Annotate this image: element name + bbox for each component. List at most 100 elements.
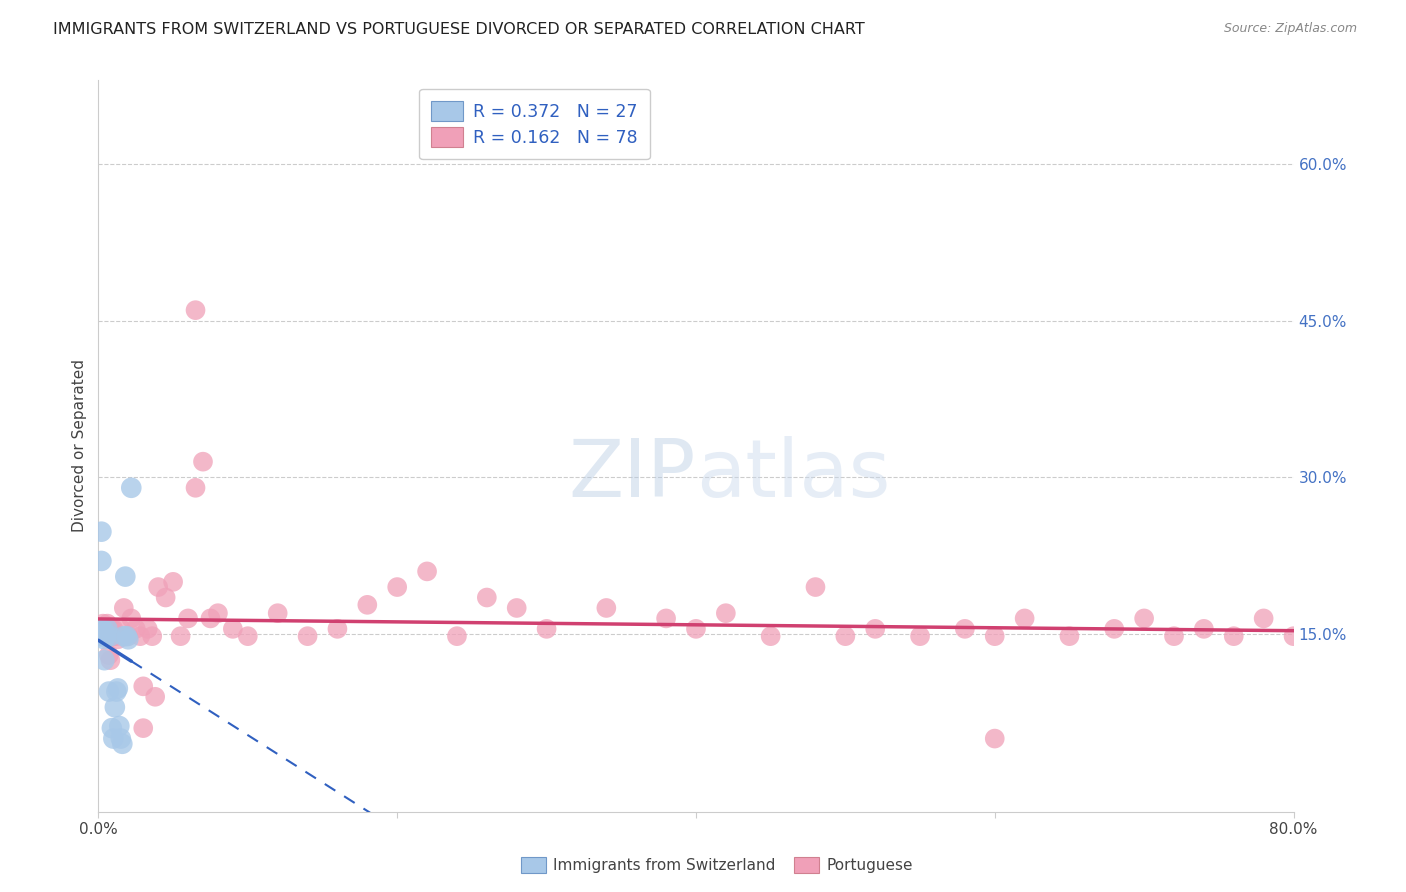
- Point: [136, 622, 159, 636]
- Point: [953, 622, 976, 636]
- Point: [475, 591, 498, 605]
- Point: [105, 684, 128, 698]
- Point: [91, 622, 114, 636]
- Point: [90, 524, 112, 539]
- Point: [89, 629, 111, 643]
- Point: [714, 606, 737, 620]
- Point: [120, 481, 142, 495]
- Point: [91, 622, 114, 636]
- Point: [93, 653, 115, 667]
- Point: [297, 629, 319, 643]
- Point: [115, 629, 138, 643]
- Point: [97, 629, 120, 643]
- Point: [101, 622, 124, 636]
- Point: [90, 622, 112, 636]
- Point: [155, 591, 177, 605]
- Point: [98, 653, 122, 667]
- Point: [908, 629, 931, 643]
- Point: [236, 629, 259, 643]
- Point: [97, 684, 120, 698]
- Point: [326, 622, 349, 636]
- Point: [91, 629, 114, 643]
- Point: [91, 616, 114, 631]
- Point: [200, 611, 222, 625]
- Point: [385, 580, 409, 594]
- Point: [94, 629, 117, 643]
- Point: [267, 606, 290, 620]
- Point: [162, 574, 184, 589]
- Point: [191, 455, 214, 469]
- Point: [101, 629, 124, 643]
- Point: [207, 606, 229, 620]
- Point: [984, 629, 1007, 643]
- Point: [103, 731, 125, 746]
- Point: [865, 622, 887, 636]
- Point: [685, 622, 707, 636]
- Point: [759, 629, 782, 643]
- Point: [804, 580, 827, 594]
- Point: [98, 629, 122, 643]
- Point: [114, 569, 136, 583]
- Point: [90, 629, 112, 643]
- Point: [1163, 629, 1185, 643]
- Point: [111, 737, 134, 751]
- Point: [117, 632, 139, 647]
- Point: [89, 629, 111, 643]
- Text: Source: ZipAtlas.com: Source: ZipAtlas.com: [1223, 22, 1357, 36]
- Point: [96, 629, 118, 643]
- Legend: R = 0.372   N = 27, R = 0.162   N = 78: R = 0.372 N = 27, R = 0.162 N = 78: [419, 89, 650, 160]
- Point: [1192, 622, 1215, 636]
- Text: atlas: atlas: [696, 436, 890, 515]
- Point: [356, 598, 378, 612]
- Point: [416, 565, 439, 579]
- Point: [90, 622, 112, 636]
- Point: [90, 554, 112, 568]
- Point: [93, 622, 115, 636]
- Point: [94, 629, 117, 643]
- Point: [446, 629, 468, 643]
- Point: [1014, 611, 1036, 625]
- Point: [110, 731, 132, 746]
- Point: [143, 690, 166, 704]
- Point: [120, 611, 142, 625]
- Point: [132, 721, 155, 735]
- Point: [93, 632, 115, 647]
- Point: [103, 629, 125, 643]
- Point: [105, 629, 128, 643]
- Point: [89, 622, 111, 636]
- Point: [107, 681, 129, 696]
- Text: IMMIGRANTS FROM SWITZERLAND VS PORTUGUESE DIVORCED OR SEPARATED CORRELATION CHAR: IMMIGRANTS FROM SWITZERLAND VS PORTUGUES…: [53, 22, 865, 37]
- Point: [536, 622, 558, 636]
- Point: [1104, 622, 1126, 636]
- Point: [91, 629, 114, 643]
- Point: [108, 719, 131, 733]
- Point: [117, 629, 139, 643]
- Point: [101, 721, 124, 735]
- Point: [110, 622, 132, 636]
- Point: [1282, 629, 1305, 643]
- Point: [132, 679, 155, 693]
- Point: [104, 700, 127, 714]
- Point: [1059, 629, 1081, 643]
- Point: [91, 629, 114, 643]
- Point: [169, 629, 191, 643]
- Point: [103, 622, 125, 636]
- Text: ZIP: ZIP: [568, 436, 696, 515]
- Point: [94, 622, 117, 636]
- Point: [141, 629, 163, 643]
- Point: [93, 629, 115, 643]
- Legend: Immigrants from Switzerland, Portuguese: Immigrants from Switzerland, Portuguese: [517, 853, 917, 878]
- Point: [834, 629, 856, 643]
- Point: [125, 622, 148, 636]
- Point: [90, 622, 112, 636]
- Point: [129, 629, 152, 643]
- Point: [96, 616, 118, 631]
- Point: [112, 629, 135, 643]
- Point: [112, 601, 135, 615]
- Point: [177, 611, 200, 625]
- Point: [96, 622, 118, 636]
- Point: [1253, 611, 1275, 625]
- Point: [222, 622, 245, 636]
- Point: [184, 481, 207, 495]
- Point: [148, 580, 170, 594]
